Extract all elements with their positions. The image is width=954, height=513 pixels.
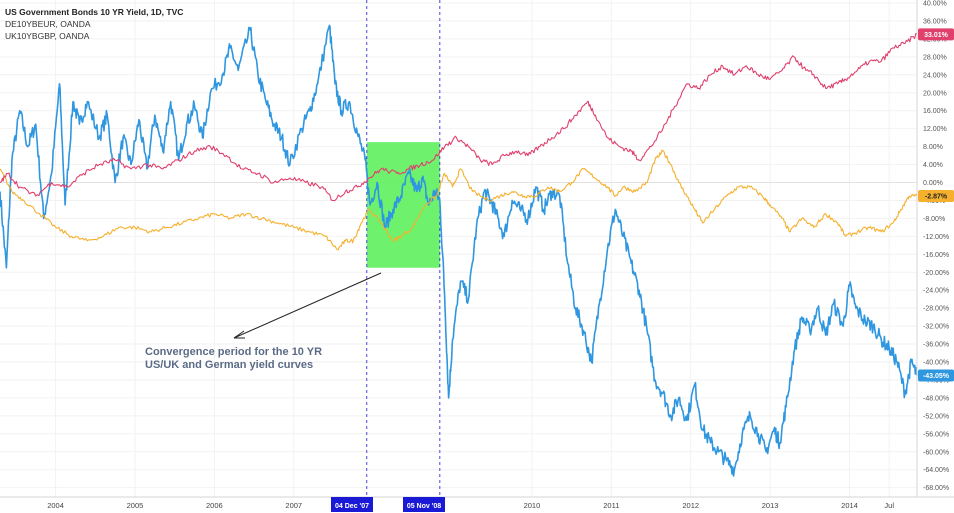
convergence-highlight-box (366, 142, 440, 268)
x-tick-label: 2013 (762, 501, 779, 510)
y-tick-label: -60.00% (923, 449, 949, 456)
convergence-annotation: Convergence period for the 10 YR US/UK a… (145, 346, 375, 372)
y-tick-label: -64.00% (923, 467, 949, 474)
y-tick-label: -52.00% (923, 413, 949, 420)
y-tick-label: -68.00% (923, 485, 949, 492)
y-tick-label: -16.00% (923, 252, 949, 259)
series-line-us (0, 24, 918, 477)
x-tick-label: 2014 (841, 501, 858, 510)
date-tag-start-bg (331, 497, 373, 512)
last-value-tag: -2.87% (925, 193, 948, 200)
y-tick-label: -36.00% (923, 342, 949, 349)
last-value-tag-bg (918, 189, 954, 202)
price-axis[interactable]: 40.00%36.00%32.00%28.00%24.00%20.00%16.0… (923, 1, 949, 493)
y-tick-label: -24.00% (923, 288, 949, 295)
y-tick-label: 36.00% (923, 18, 947, 25)
y-tick-label: 28.00% (923, 54, 947, 61)
date-marker-lines (366, 0, 441, 497)
y-tick-label: 12.00% (923, 126, 947, 133)
date-marker-tags: 04 Dec '07 05 Nov '08 (331, 497, 445, 512)
date-tag-start: 04 Dec '07 (335, 503, 369, 510)
x-tick-label: Jul (884, 501, 894, 510)
y-tick-label: -12.00% (923, 234, 949, 241)
y-tick-label: -20.00% (923, 270, 949, 277)
x-tick-label: 2011 (603, 501, 619, 510)
time-axis[interactable]: 2004 2005 2006 2007 2010 2011 2012 2013 2014 Jul (47, 501, 894, 510)
y-tick-label: 8.00% (923, 144, 943, 151)
series-line-de (0, 149, 918, 251)
y-tick-label: -56.00% (923, 431, 949, 438)
y-tick-label: -8.00% (923, 216, 945, 223)
annotation-line-1: Convergence period for the 10 YR (145, 346, 323, 358)
legend-series-de: DE10YBEUR, OANDA (5, 19, 91, 29)
y-tick-label: 0.00% (923, 180, 943, 187)
x-tick-label: 2007 (285, 501, 302, 510)
x-tick-label: 2012 (682, 501, 699, 510)
annotation-arrow (233, 272, 382, 339)
series-line-uk (0, 32, 918, 202)
y-tick-label: 40.00% (923, 1, 947, 8)
grid-lines (0, 0, 917, 497)
y-tick-label: -48.00% (923, 395, 949, 402)
y-tick-label: -40.00% (923, 360, 949, 367)
last-value-tag-bg (918, 28, 954, 41)
y-tick-label: 4.00% (923, 162, 943, 169)
last-value-tag: -43.05% (923, 373, 950, 380)
series-lines (0, 24, 918, 477)
x-tick-label: 2005 (127, 501, 144, 510)
y-tick-label: 16.00% (923, 108, 947, 115)
chart-legend: US Government Bonds 10 YR Yield, 1D, TVC… (5, 6, 183, 42)
last-value-tag: 33.01% (924, 32, 949, 39)
y-tick-label: 24.00% (923, 72, 947, 79)
y-tick-label: 20.00% (923, 90, 947, 97)
legend-title: US Government Bonds 10 YR Yield, 1D, TVC (5, 7, 184, 17)
x-tick-label: 2010 (524, 501, 541, 510)
date-tag-end-bg (403, 497, 445, 512)
y-tick-label: -28.00% (923, 306, 949, 313)
annotation-line-2: US/UK and German yield curves (145, 359, 314, 371)
y-tick-label: -32.00% (923, 324, 949, 331)
last-value-tag-bg (918, 369, 954, 382)
legend-series-uk: UK10YBGBP, OANDA (5, 31, 90, 41)
date-tag-end: 05 Nov '08 (407, 503, 441, 510)
x-tick-label: 2006 (206, 501, 223, 510)
x-tick-label: 2004 (47, 501, 64, 510)
last-value-tags: -43.05% -2.87% 33.01% (918, 28, 954, 382)
